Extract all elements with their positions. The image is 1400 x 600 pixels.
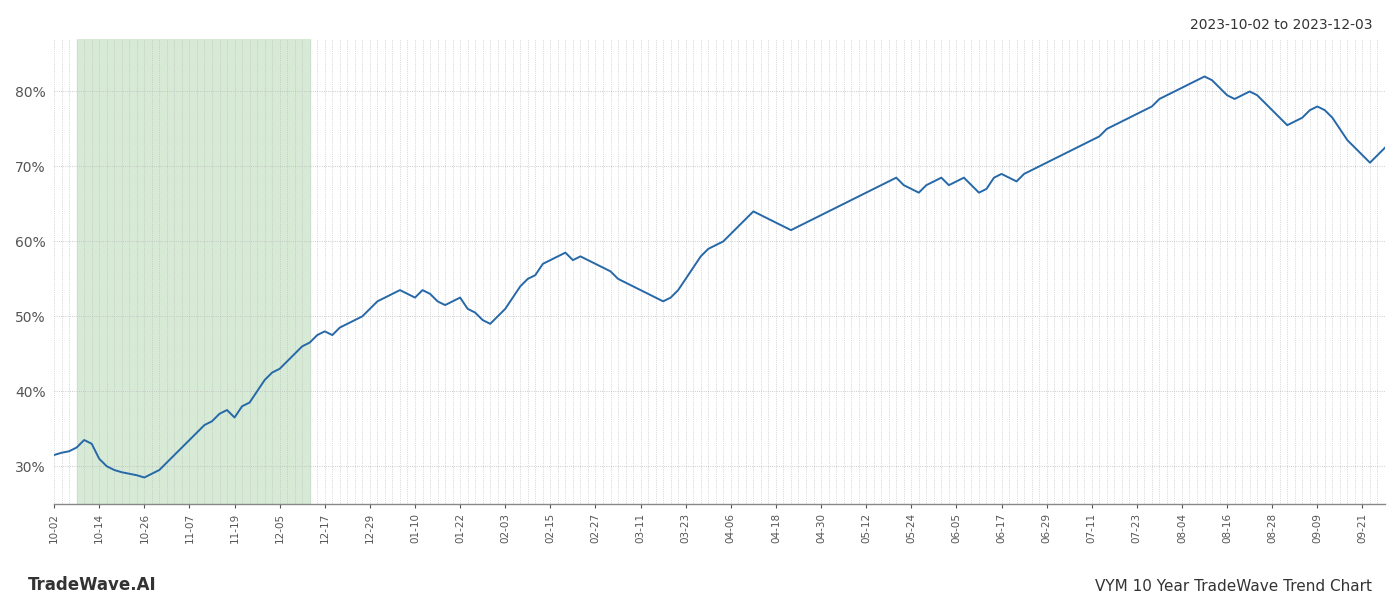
Text: 2023-10-02 to 2023-12-03: 2023-10-02 to 2023-12-03 <box>1190 18 1372 32</box>
Bar <box>77 39 309 504</box>
Text: VYM 10 Year TradeWave Trend Chart: VYM 10 Year TradeWave Trend Chart <box>1095 579 1372 594</box>
Text: TradeWave.AI: TradeWave.AI <box>28 576 157 594</box>
